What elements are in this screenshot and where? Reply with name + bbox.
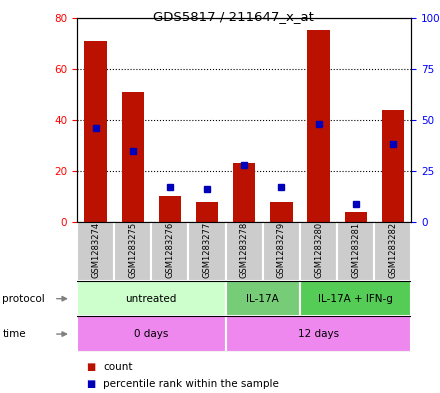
Bar <box>308 30 330 222</box>
Bar <box>226 281 300 316</box>
Text: GDS5817 / 211647_x_at: GDS5817 / 211647_x_at <box>153 10 314 23</box>
Text: ■: ■ <box>86 379 95 389</box>
Text: protocol: protocol <box>2 294 45 304</box>
Text: GSM1283281: GSM1283281 <box>351 222 360 278</box>
Text: GSM1283278: GSM1283278 <box>240 222 249 279</box>
Text: GSM1283280: GSM1283280 <box>314 222 323 278</box>
Text: GSM1283276: GSM1283276 <box>165 222 174 279</box>
Text: IL-17A: IL-17A <box>246 294 279 304</box>
Text: GSM1283277: GSM1283277 <box>202 222 212 279</box>
Bar <box>151 222 188 281</box>
Text: time: time <box>2 329 26 339</box>
Bar <box>300 222 337 281</box>
Bar <box>381 110 404 222</box>
Bar <box>188 222 226 281</box>
Text: GSM1283274: GSM1283274 <box>91 222 100 278</box>
Text: GSM1283282: GSM1283282 <box>389 222 397 278</box>
Text: count: count <box>103 362 133 373</box>
Bar <box>121 92 144 222</box>
Text: 0 days: 0 days <box>134 329 169 339</box>
Text: percentile rank within the sample: percentile rank within the sample <box>103 379 279 389</box>
Bar <box>337 222 374 281</box>
Bar <box>77 316 226 352</box>
Text: IL-17A + IFN-g: IL-17A + IFN-g <box>318 294 393 304</box>
Bar <box>263 222 300 281</box>
Text: untreated: untreated <box>126 294 177 304</box>
Bar <box>77 281 226 316</box>
Bar <box>300 281 411 316</box>
Bar <box>233 163 255 222</box>
Bar <box>114 222 151 281</box>
Bar <box>77 222 114 281</box>
Bar <box>226 316 411 352</box>
Bar <box>270 202 293 222</box>
Bar <box>159 196 181 222</box>
Text: GSM1283275: GSM1283275 <box>128 222 137 278</box>
Text: 12 days: 12 days <box>298 329 339 339</box>
Text: GSM1283279: GSM1283279 <box>277 222 286 278</box>
Bar <box>196 202 218 222</box>
Bar <box>374 222 411 281</box>
Text: ■: ■ <box>86 362 95 373</box>
Bar <box>226 222 263 281</box>
Bar <box>345 212 367 222</box>
Bar <box>84 40 107 222</box>
